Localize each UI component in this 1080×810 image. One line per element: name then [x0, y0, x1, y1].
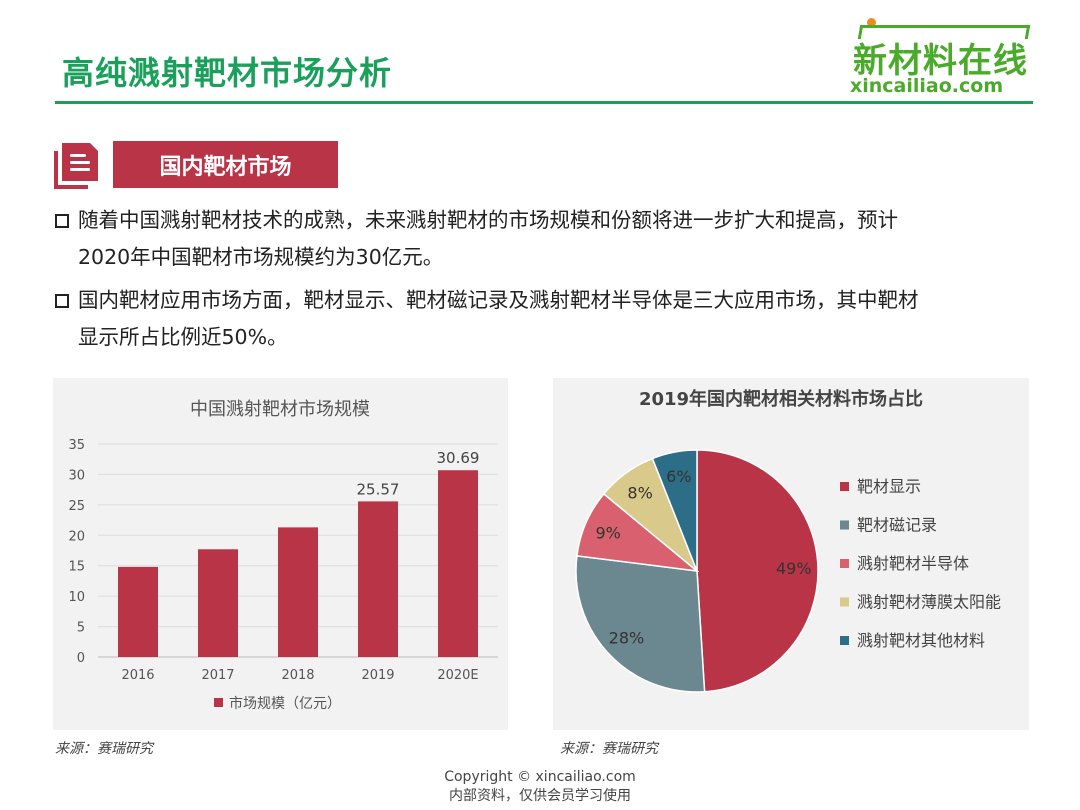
footer: Copyright © xincailiao.com 内部资料，仅供会员学习使用 [0, 768, 1080, 806]
bullet-2: 国内靶材应用市场方面，靶材显示、靶材磁记录及溅射靶材半导体是三大应用市场，其中靶… [55, 282, 1035, 356]
x-tick-label: 2020E [437, 668, 478, 683]
slice-label: 8% [627, 484, 652, 503]
pie-chart-title: 2019年国内靶材相关材料市场占比 [639, 388, 923, 410]
source-note: 来源：赛瑞研究 [55, 741, 153, 757]
slice-label: 6% [666, 467, 691, 486]
bullet-square-icon [55, 294, 69, 308]
x-tick-label: 2019 [361, 668, 394, 683]
bullet-text: 2020年中国靶材市场规模约为30亿元。 [78, 245, 444, 269]
legend-label: 靶材显示 [857, 477, 921, 496]
copyright: Copyright © xincailiao.com [444, 769, 636, 785]
logo-en: xincailiao.com [850, 75, 1004, 97]
data-label: 30.69 [437, 449, 480, 467]
footer-note: 内部资料，仅供会员学习使用 [449, 788, 631, 804]
x-tick-label: 2016 [121, 668, 154, 683]
bullet-1: 随着中国溅射靶材技术的成熟，未来溅射靶材的市场规模和份额将进一步扩大和提高，预计… [55, 202, 1035, 276]
bar [438, 470, 478, 657]
pie-slice [651, 449, 698, 572]
page-title: 高纯溅射靶材市场分析 [62, 54, 393, 92]
section-title: 国内靶材市场 [113, 141, 338, 188]
title-divider [55, 101, 1033, 104]
document-icon [54, 143, 98, 189]
legend-swatch [840, 597, 849, 607]
y-tick-label: 20 [68, 529, 85, 544]
logo-dot-icon [867, 18, 876, 27]
logo-cn: 新材料在线 [853, 41, 1028, 81]
legend-label: 溅射靶材薄膜太阳能 [857, 593, 1001, 612]
legend-label: 市场规模（亿元） [229, 695, 341, 712]
logo: 新材料在线 xincailiao.com [845, 15, 1045, 97]
y-tick-label: 0 [77, 651, 85, 666]
y-tick-label: 35 [68, 438, 85, 453]
legend-label: 靶材磁记录 [857, 516, 937, 535]
legend-swatch [840, 482, 849, 491]
bar-chart-title: 中国溅射靶材市场规模 [190, 399, 370, 420]
slice-label: 49% [776, 559, 812, 578]
slice-label: 28% [609, 628, 645, 647]
bar [198, 549, 238, 657]
bullet-square-icon [55, 214, 69, 228]
slice-label: 9% [595, 524, 620, 543]
x-tick-label: 2017 [201, 668, 234, 683]
pie-slice [696, 449, 819, 693]
bullet-text: 随着中国溅射靶材技术的成熟，未来溅射靶材的市场规模和份额将进一步扩大和提高，预计 [78, 208, 898, 232]
legend-label: 溅射靶材半导体 [857, 554, 969, 573]
y-tick-label: 15 [68, 560, 85, 575]
bar [118, 566, 158, 657]
bar-chart: 中国溅射靶材市场规模 0 5 10 15 20 25 30 35 25.57 30.69 2016 2… [68, 399, 498, 712]
y-tick-label: 5 [77, 621, 85, 636]
x-tick-label: 2018 [281, 668, 314, 683]
legend-swatch [840, 559, 849, 568]
pie-chart: 2019年国内靶材相关材料市场占比 49% 28% 9% 8% 6% 靶材显示靶材磁记录溅… [575, 388, 1001, 693]
source-note: 来源：赛瑞研究 [560, 741, 658, 757]
data-label: 25.57 [357, 480, 400, 498]
y-tick-label: 30 [68, 468, 85, 483]
legend-swatch [214, 698, 223, 707]
bar [358, 501, 398, 657]
bar [278, 527, 318, 657]
y-tick-label: 10 [68, 590, 85, 605]
bullet-text: 显示所占比例近50%。 [78, 325, 288, 349]
legend-swatch [840, 520, 849, 530]
y-tick-label: 25 [68, 499, 85, 514]
bullet-text: 国内靶材应用市场方面，靶材显示、靶材磁记录及溅射靶材半导体是三大应用市场，其中靶… [78, 288, 919, 312]
pie-slice [575, 554, 706, 693]
legend-label: 溅射靶材其他材料 [857, 631, 985, 650]
pie-chart-panel: 2019年国内靶材相关材料市场占比 49% 28% 9% 8% 6% 靶材显示靶材磁记录溅… [553, 378, 1029, 730]
bar-chart-panel: 中国溅射靶材市场规模 0 5 10 15 20 25 30 35 25.57 30.69 2016 2… [53, 378, 508, 730]
legend-swatch [840, 636, 849, 645]
